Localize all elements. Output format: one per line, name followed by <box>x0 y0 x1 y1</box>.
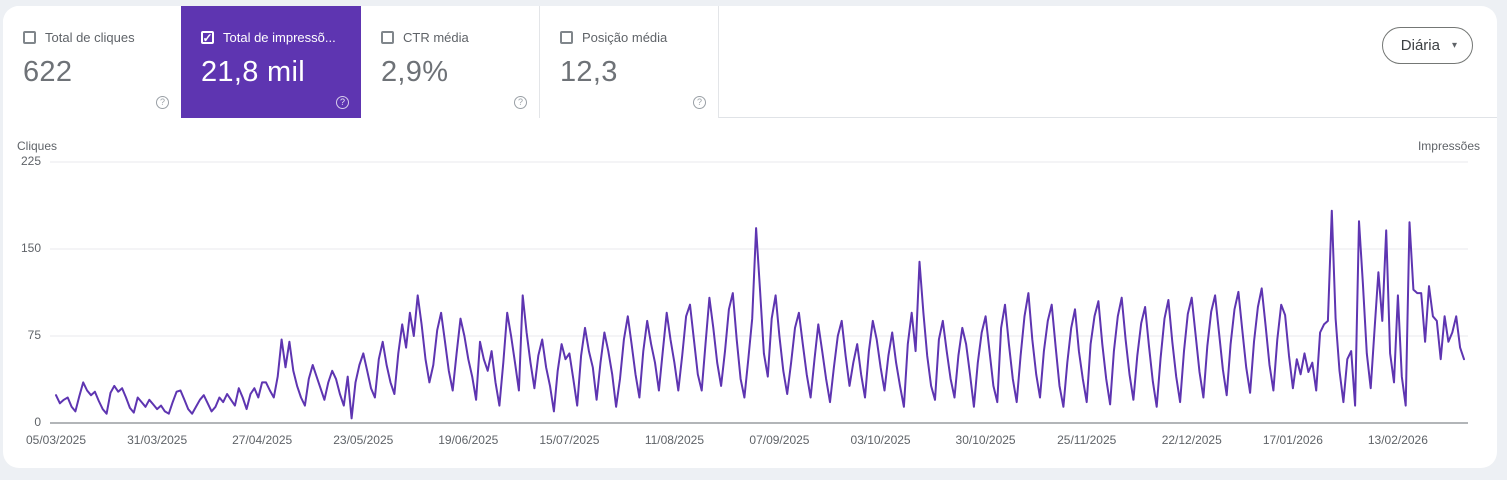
help-icon[interactable]: ? <box>156 96 169 109</box>
x-tick-label: 19/06/2025 <box>438 433 499 447</box>
x-tick-label: 27/04/2025 <box>232 433 293 447</box>
x-tick-label: 07/09/2025 <box>749 433 810 447</box>
metric-value: 2,9% <box>381 56 449 88</box>
x-tick-label: 03/10/2025 <box>850 433 911 447</box>
metric-card-ctr[interactable]: CTR média 2,9% ? <box>361 6 540 118</box>
metric-card-impressions[interactable]: ✓ Total de impressõ... 21,8 mil ? <box>181 6 361 118</box>
metric-value: 12,3 <box>560 56 618 88</box>
metric-card-clicks[interactable]: Total de cliques 622 ? <box>3 6 182 118</box>
metric-value: 622 <box>23 56 73 88</box>
help-icon[interactable]: ? <box>514 96 527 109</box>
performance-panel: Total de cliques 622 ? ✓ Total de impres… <box>3 6 1497 468</box>
line-chart-svg[interactable] <box>47 158 1471 428</box>
metric-card-header: Posição média <box>560 30 718 45</box>
x-tick-label: 17/01/2026 <box>1262 433 1323 447</box>
checkbox-checked-icon[interactable]: ✓ <box>201 30 214 45</box>
y-tick-label: 225 <box>20 154 41 168</box>
metric-cards-row: Total de cliques 622 ? ✓ Total de impres… <box>3 6 1497 118</box>
metric-card-header: CTR média <box>381 30 539 45</box>
metric-label: Total de impressõ... <box>223 30 336 45</box>
y-tick-label: 150 <box>20 241 41 255</box>
checkbox-unchecked-icon[interactable] <box>381 31 394 44</box>
impressions-line[interactable] <box>55 209 1465 420</box>
left-axis-title: Cliques <box>17 139 58 153</box>
granularity-dropdown[interactable]: Diária ▾ <box>1381 27 1473 64</box>
x-tick-label: 15/07/2025 <box>539 433 600 447</box>
metric-value: 21,8 mil <box>201 56 305 88</box>
help-icon[interactable]: ? <box>693 96 706 109</box>
help-icon[interactable]: ? <box>336 96 349 109</box>
checkbox-unchecked-icon[interactable] <box>560 31 573 44</box>
x-tick-label: 13/02/2026 <box>1367 433 1428 447</box>
metric-label: CTR média <box>403 30 469 45</box>
x-tick-label: 05/03/2025 <box>25 433 87 447</box>
x-tick-label: 30/10/2025 <box>955 433 1016 447</box>
metric-label: Total de cliques <box>45 30 135 45</box>
y-tick-label: 0 <box>34 415 41 429</box>
metric-card-header: Total de cliques <box>23 30 181 45</box>
x-tick-label: 22/12/2025 <box>1161 433 1222 447</box>
x-tick-label: 25/11/2025 <box>1057 433 1117 447</box>
y-tick-label: 75 <box>27 328 41 342</box>
right-axis-title: Impressões <box>1417 139 1480 153</box>
chevron-down-icon: ▾ <box>1451 40 1457 51</box>
impressions-chart: Cliques Impressões 225 150 75 0 05/03/2025 3… <box>3 132 1497 468</box>
metric-label: Posição média <box>582 30 668 45</box>
metric-card-header: ✓ Total de impressõ... <box>201 30 361 45</box>
x-tick-label: 23/05/2025 <box>333 433 394 447</box>
checkbox-unchecked-icon[interactable] <box>23 31 36 44</box>
x-tick-label: 31/03/2025 <box>127 433 188 447</box>
x-tick-label: 11/08/2025 <box>644 433 705 447</box>
granularity-label: Diária <box>1400 37 1440 54</box>
metric-card-position[interactable]: Posição média 12,3 ? <box>540 6 719 118</box>
